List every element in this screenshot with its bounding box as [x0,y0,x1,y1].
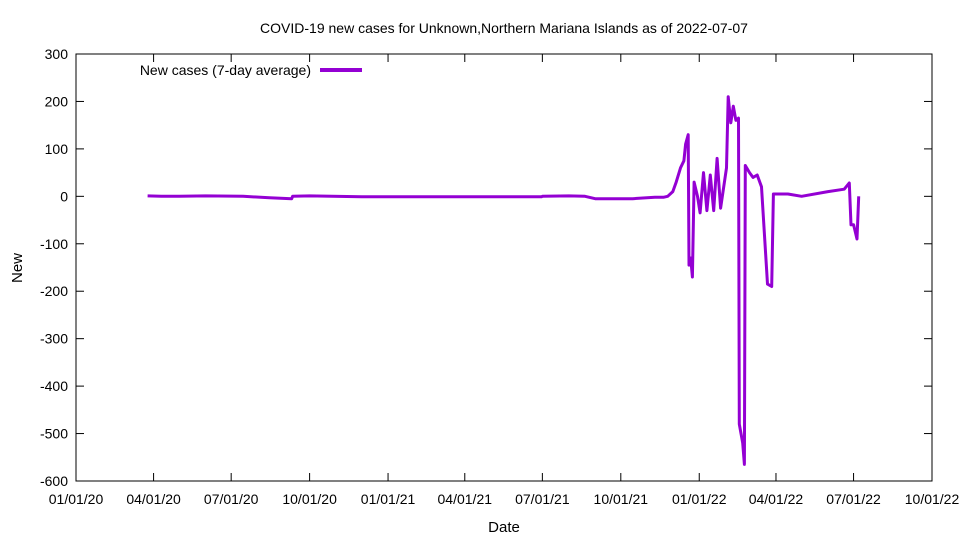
y-tick-label: 0 [60,188,68,204]
x-tick-label: 04/01/21 [438,491,493,507]
x-tick-label: 04/01/20 [126,491,181,507]
legend-label: New cases (7-day average) [140,62,311,78]
x-tick-label: 10/01/22 [905,491,960,507]
x-tick-label: 01/01/21 [361,491,416,507]
x-tick-label: 07/01/20 [204,491,259,507]
y-tick-label: -300 [40,331,68,347]
y-tick-label: 300 [45,46,69,62]
x-tick-label: 10/01/21 [594,491,649,507]
x-tick-label: 10/01/20 [282,491,337,507]
y-tick-label: -600 [40,473,68,489]
x-tick-label: 01/01/22 [672,491,727,507]
plot-frame [75,53,933,482]
y-tick-label: -500 [40,426,68,442]
series-line-0 [147,95,861,466]
y-tick-label: -200 [40,283,68,299]
series-group [147,95,861,466]
legend: New cases (7-day average) [140,62,362,78]
x-tick-label: 07/01/22 [826,491,881,507]
chart-title: COVID-19 new cases for Unknown,Northern … [260,20,748,36]
y-axis: -600 -500 -400 -300 -200 -100 0 100 200 300 [40,46,932,489]
x-tick-label: 07/01/21 [515,491,570,507]
y-tick-label: -100 [40,236,68,252]
y-tick-label: -400 [40,378,68,394]
x-tick-label: 04/01/22 [749,491,804,507]
x-tick-label: 01/01/20 [49,491,104,507]
y-axis-label: New [9,253,26,283]
y-tick-label: 100 [45,141,69,157]
y-tick-label: 200 [45,93,69,109]
x-axis-label: Date [488,519,520,536]
x-axis: 01/01/20 04/01/20 07/01/20 10/01/20 01/01/21… [49,54,960,507]
